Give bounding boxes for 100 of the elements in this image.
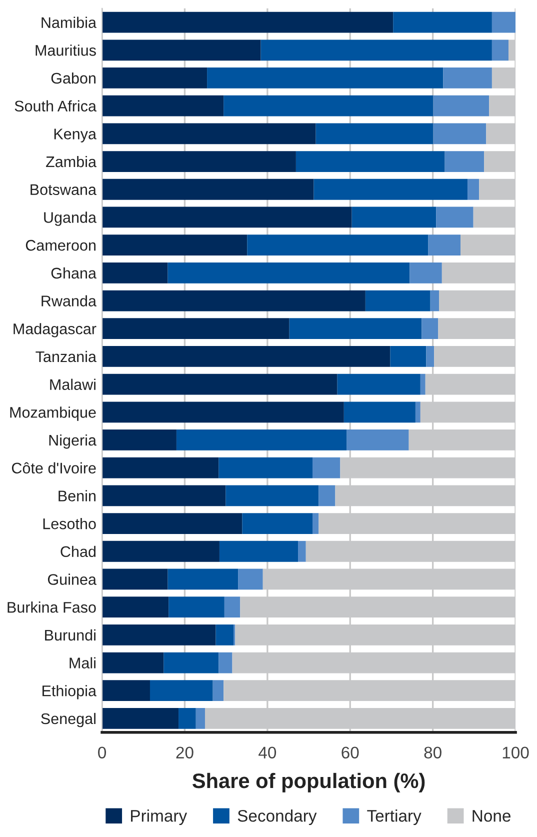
- bar: [102, 12, 394, 33]
- bar: [312, 513, 319, 534]
- y-tick-label: Benin: [58, 490, 96, 502]
- bar: [212, 680, 224, 702]
- bar: [415, 402, 420, 423]
- bar: [218, 457, 312, 478]
- y-tick-label: Cameroon: [26, 240, 96, 251]
- bar: [102, 568, 168, 590]
- y-tick-label: Gabon: [51, 72, 96, 84]
- bar: [164, 652, 219, 674]
- bar: [289, 318, 422, 340]
- y-tick-label: Mauritius: [36, 44, 96, 56]
- y-tick-label: Chad: [60, 546, 96, 558]
- y-tick-label: Mozambique: [10, 406, 96, 421]
- bar: [422, 318, 438, 340]
- bar: [344, 402, 416, 423]
- y-tick-label: Nigeria: [49, 434, 96, 449]
- y-tick-label: Ethiopia: [42, 685, 96, 700]
- y-tick-label: Côte d'Ivoire: [12, 462, 96, 474]
- bar: [216, 624, 234, 646]
- y-tick-label: South Africa: [14, 100, 96, 112]
- y-tick-label: Lesotho: [43, 518, 96, 530]
- bar: [102, 485, 226, 506]
- bar: [224, 95, 434, 116]
- bar: [219, 540, 298, 562]
- bar: [433, 95, 490, 116]
- bar: [492, 12, 516, 33]
- bar: [312, 457, 340, 478]
- bar: [102, 430, 176, 450]
- x-tick-label: 40: [258, 746, 276, 759]
- legend-label: Tertiary: [367, 810, 422, 826]
- bar: [102, 262, 168, 284]
- bar: [260, 40, 492, 61]
- bar: [436, 206, 474, 228]
- y-tick-label: Ghana: [51, 267, 96, 279]
- bar: [298, 540, 306, 562]
- bar: [102, 652, 164, 674]
- bar: [318, 485, 336, 506]
- bar: [102, 123, 316, 144]
- legend-label: Primary: [131, 810, 188, 826]
- bar: [102, 40, 261, 61]
- bar: [426, 346, 434, 367]
- x-tick-label: 20: [176, 746, 194, 759]
- bar: [176, 430, 347, 450]
- bar: [433, 123, 486, 144]
- y-tick-label: Senegal: [41, 712, 96, 728]
- bar: [102, 290, 366, 312]
- bar: [207, 68, 444, 88]
- bar: [102, 708, 179, 729]
- bar: [102, 346, 390, 367]
- y-tick-label: Madagascar: [14, 323, 96, 338]
- bar: [150, 680, 213, 702]
- x-axis-title: Share of population (%): [192, 772, 425, 792]
- bar: [430, 290, 440, 312]
- bar: [102, 178, 314, 200]
- bar: [102, 206, 352, 228]
- y-tick-label: Mali: [70, 657, 96, 668]
- bar: [443, 68, 492, 88]
- bar: [365, 290, 430, 312]
- bar: [102, 234, 248, 256]
- bar: [102, 68, 208, 88]
- bar: [168, 596, 224, 618]
- bar: [178, 708, 196, 729]
- bar: [390, 346, 426, 367]
- bar: [296, 151, 445, 172]
- legend-label: Secondary: [238, 810, 317, 826]
- y-tick-label: Uganda: [44, 212, 96, 226]
- bar: [226, 485, 319, 506]
- x-tick-label: 80: [424, 746, 442, 759]
- bar: [168, 568, 238, 590]
- bar: [224, 596, 240, 618]
- y-tick-label: Botswana: [30, 184, 96, 196]
- bar: [316, 123, 434, 144]
- legend-label: None: [472, 810, 510, 822]
- y-tick-label: Burundi: [45, 629, 96, 641]
- x-tick-label: 60: [342, 746, 359, 759]
- bar: [410, 262, 442, 284]
- bar: [468, 178, 480, 200]
- bar: [314, 178, 468, 200]
- y-tick-label: Burkina Faso: [8, 602, 96, 613]
- x-tick-label: 100: [502, 746, 529, 759]
- bar: [337, 374, 420, 395]
- bar: [102, 151, 296, 172]
- bar: [242, 513, 312, 534]
- bar: [393, 12, 492, 33]
- y-tick-label: Malawi: [50, 378, 96, 390]
- bar: [428, 234, 461, 256]
- bar: [102, 513, 242, 534]
- bar: [352, 206, 436, 228]
- bar: [102, 596, 169, 618]
- bar: [102, 540, 220, 562]
- bar: [102, 95, 224, 116]
- bar: [102, 457, 219, 478]
- bar: [102, 402, 344, 423]
- bar: [492, 40, 508, 61]
- bar: [102, 680, 150, 702]
- y-tick-label: Rwanda: [42, 295, 96, 306]
- bar: [102, 624, 216, 646]
- y-tick-label: Guinea: [48, 574, 96, 585]
- bar: [444, 151, 484, 172]
